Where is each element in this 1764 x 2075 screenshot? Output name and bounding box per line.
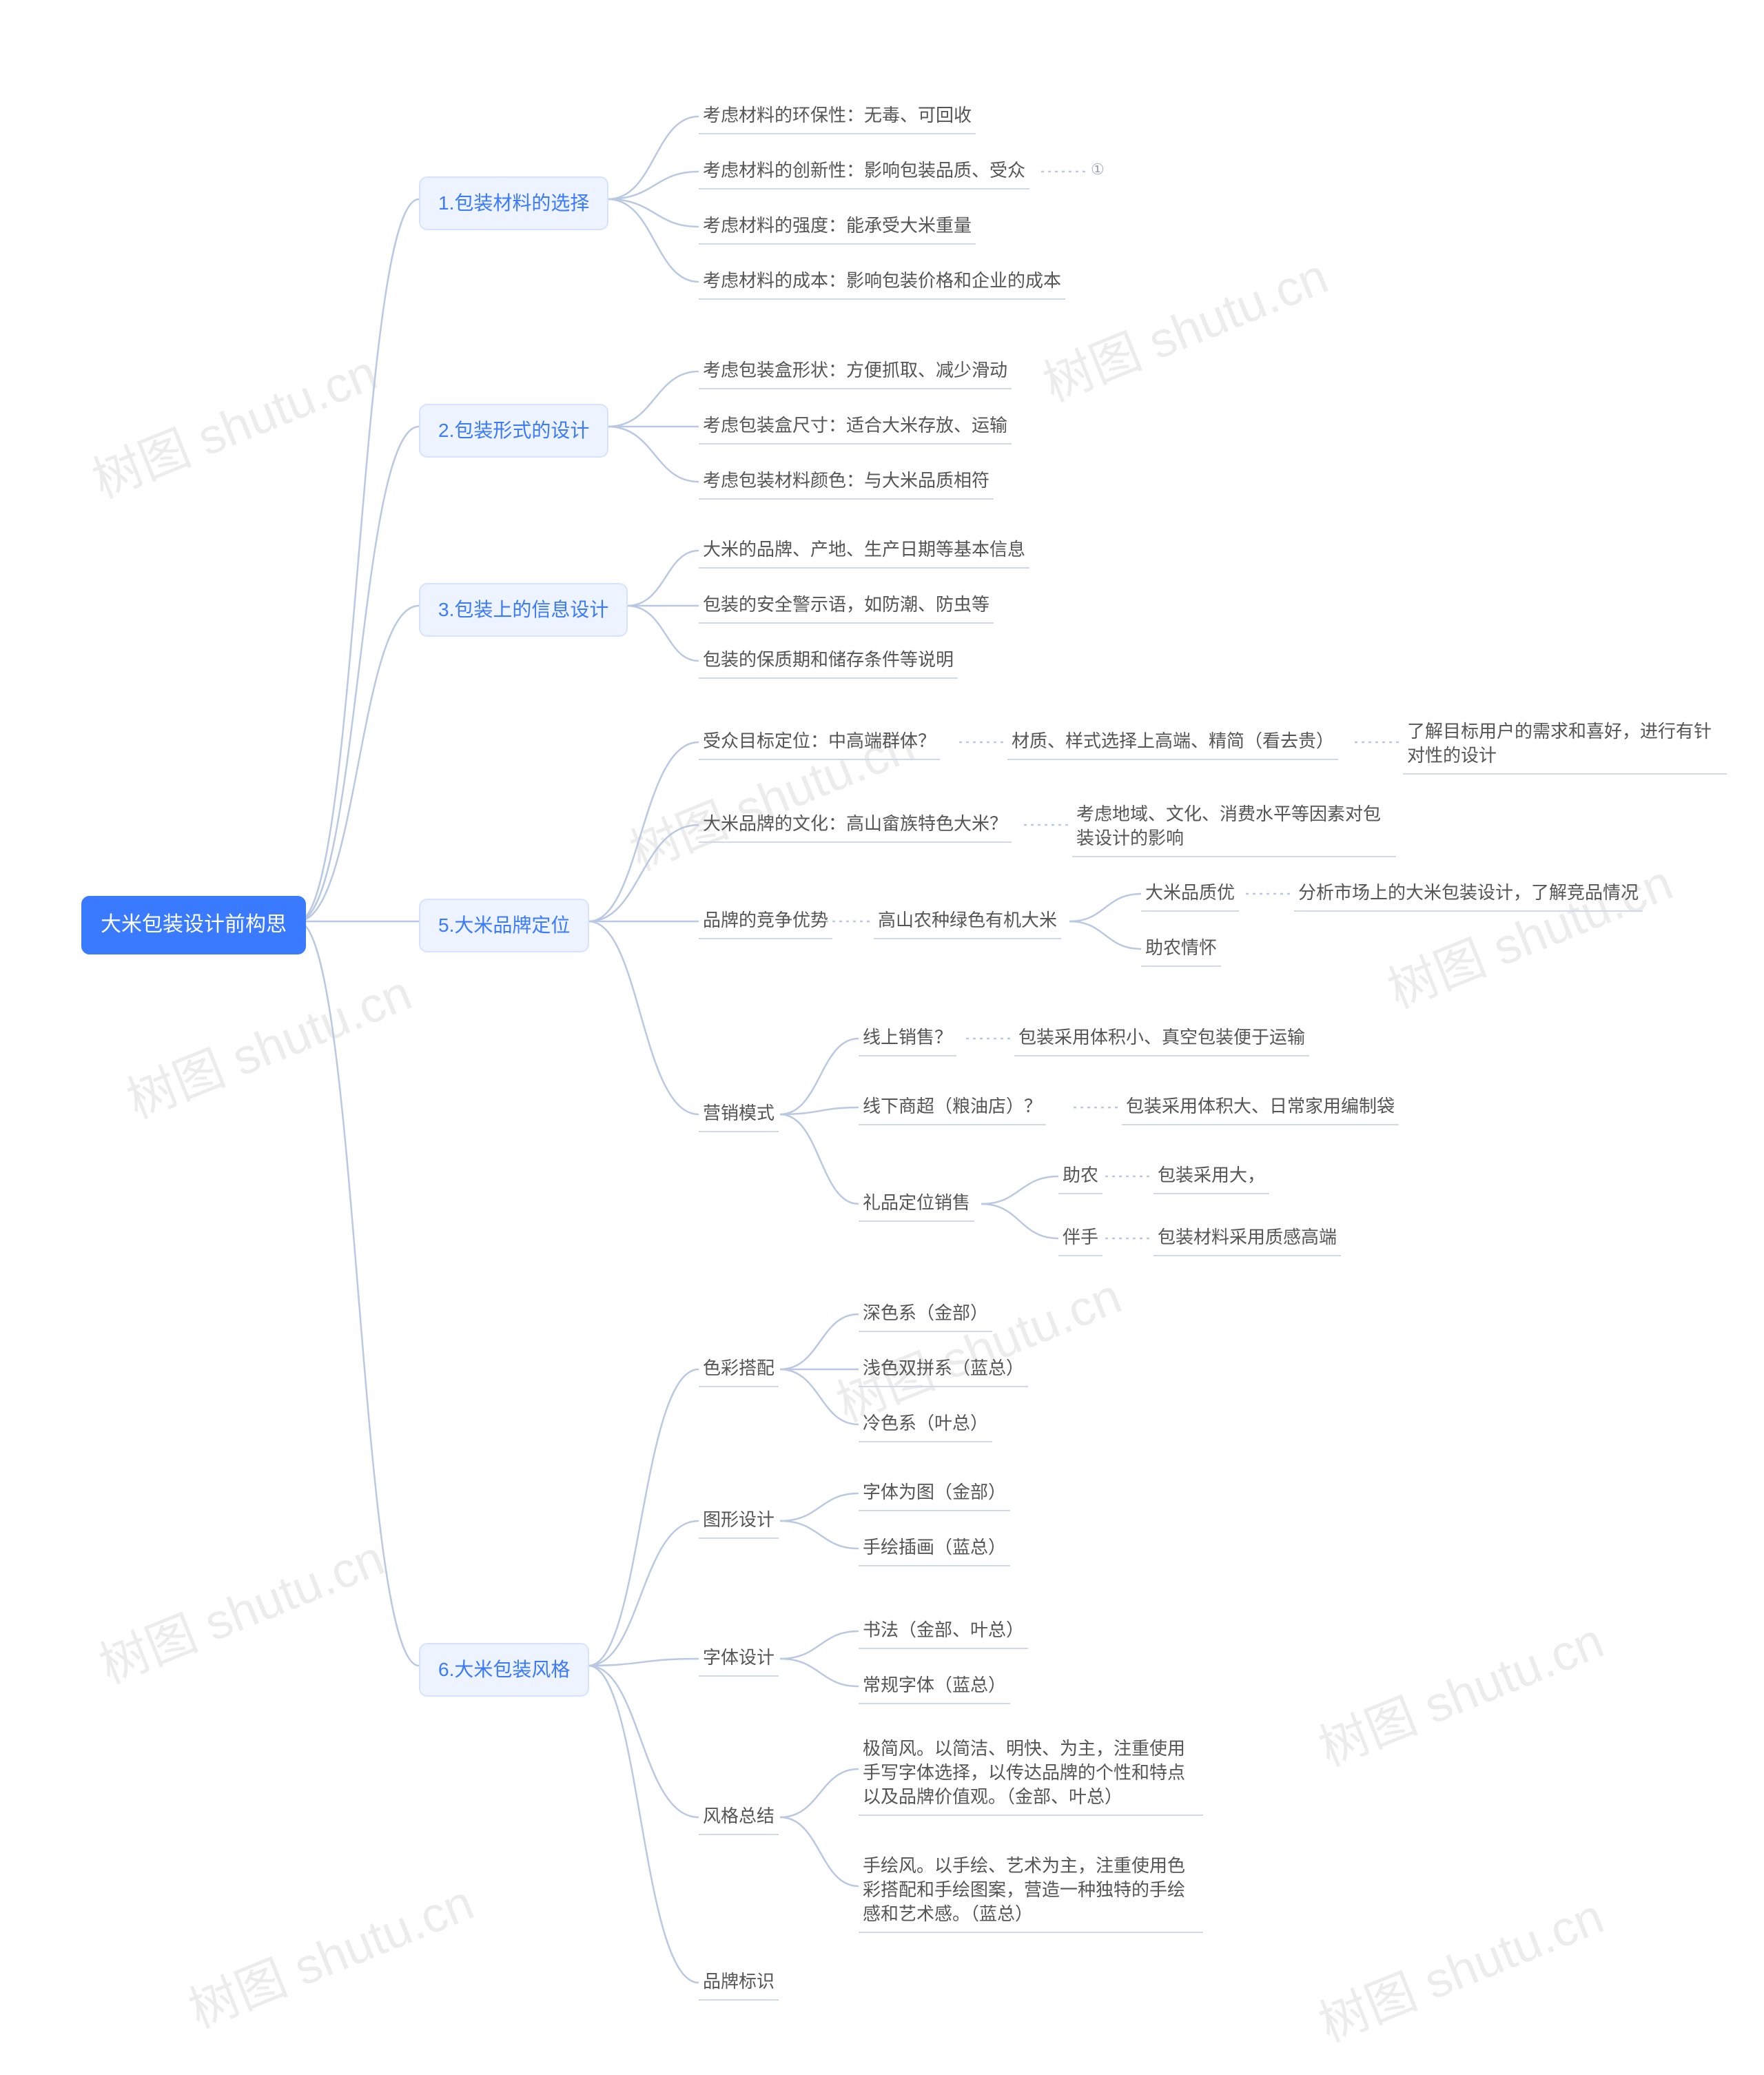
branch-2[interactable]: 2.包装形式的设计 [419,404,608,458]
leaf-b6a2[interactable]: 浅色双拼系（蓝总） [859,1353,1028,1387]
leaf-b6a3[interactable]: 冷色系（叶总） [859,1409,992,1442]
leaf-b2b[interactable]: 考虑包装盒尺寸：适合大米存放、运输 [699,411,1012,444]
leaf-b5c1a1[interactable]: 分析市场上的大米包装设计，了解竞品情况 [1294,878,1643,912]
leaf-b5d2a[interactable]: 包装采用体积大、日常家用编制袋 [1122,1092,1399,1125]
watermark: 树图 shutu.cn [80,332,386,512]
node-b5d3a[interactable]: 助农 [1058,1161,1102,1194]
leaf-b6a1[interactable]: 深色系（金部） [859,1298,992,1332]
node-b6c[interactable]: 字体设计 [699,1643,779,1677]
branch-5[interactable]: 5.大米品牌定位 [419,899,589,952]
watermark: 树图 shutu.cn [1306,1876,1612,2056]
leaf-b5d3a1[interactable]: 包装采用大， [1153,1161,1269,1194]
branch-1[interactable]: 1.包装材料的选择 [419,176,608,230]
node-b5a[interactable]: 受众目标定位：中高端群体？ [699,726,940,760]
node-b5c1b[interactable]: 助农情怀 [1141,933,1221,967]
leaf-b5a2[interactable]: 了解目标用户的需求和喜好，进行有针对性的设计 [1403,717,1727,775]
branch-3[interactable]: 3.包装上的信息设计 [419,583,628,637]
node-b6b[interactable]: 图形设计 [699,1505,779,1539]
node-b5d[interactable]: 营销模式 [699,1098,779,1132]
mindmap-canvas: 树图 shutu.cn 树图 shutu.cn 树图 shutu.cn 树图 s… [0,0,1764,2075]
leaf-b5d3b1[interactable]: 包装材料采用质感高端 [1153,1223,1341,1256]
leaf-b6b2[interactable]: 手绘插画（蓝总） [859,1533,1010,1566]
watermark: 树图 shutu.cn [114,952,420,1132]
node-b6a[interactable]: 色彩搭配 [699,1353,779,1387]
leaf-b6d2[interactable]: 手绘风。以手绘、艺术为主，注重使用色彩搭配和手绘图案，营造一种独特的手绘感和艺术… [859,1851,1203,1933]
leaf-b5d1a[interactable]: 包装采用体积小、真空包装便于运输 [1014,1023,1309,1056]
node-b5d2[interactable]: 线下商超（粮油店）？ [859,1092,1046,1125]
leaf-b6b1[interactable]: 字体为图（金部） [859,1478,1010,1511]
watermark: 树图 shutu.cn [176,1862,482,2042]
leaf-b6c2[interactable]: 常规字体（蓝总） [859,1670,1010,1704]
leaf-b5b1[interactable]: 考虑地域、文化、消费水平等因素对包装设计的影响 [1072,799,1396,857]
annotation-badge: ① [1091,161,1105,178]
watermark: 树图 shutu.cn [1375,842,1681,1022]
leaf-b6d1[interactable]: 极简风。以简洁、明快、为主，注重使用手写字体选择，以传达品牌的个性和特点以及品牌… [859,1734,1203,1816]
watermark: 树图 shutu.cn [1306,1600,1612,1780]
node-b6d[interactable]: 风格总结 [699,1801,779,1835]
node-b6e[interactable]: 品牌标识 [699,1967,779,2001]
root-node[interactable]: 大米包装设计前构思 [81,896,306,954]
node-b5d1[interactable]: 线上销售？ [859,1023,956,1056]
leaf-b6c1[interactable]: 书法（金部、叶总） [859,1615,1028,1649]
watermark: 树图 shutu.cn [87,1517,393,1697]
node-b5c[interactable]: 品牌的竞争优势 [699,906,832,939]
leaf-b1d[interactable]: 考虑材料的成本：影响包装价格和企业的成本 [699,266,1065,300]
watermark: 树图 shutu.cn [1031,236,1337,416]
leaf-b1a[interactable]: 考虑材料的环保性：无毒、可回收 [699,101,976,134]
leaf-b2a[interactable]: 考虑包装盒形状：方便抓取、减少滑动 [699,356,1012,389]
leaf-b3b[interactable]: 包装的安全警示语，如防潮、防虫等 [699,590,994,624]
leaf-b3c[interactable]: 包装的保质期和储存条件等说明 [699,645,958,679]
leaf-b1c[interactable]: 考虑材料的强度：能承受大米重量 [699,211,976,245]
node-b5c1a[interactable]: 大米品质优 [1141,878,1239,912]
node-b5d3[interactable]: 礼品定位销售 [859,1188,974,1222]
leaf-b5a1[interactable]: 材质、样式选择上高端、精简（看去贵） [1007,726,1338,760]
node-b5b[interactable]: 大米品牌的文化：高山畲族特色大米？ [699,809,1012,843]
leaf-b2c[interactable]: 考虑包装材料颜色：与大米品质相符 [699,466,994,500]
branch-6[interactable]: 6.大米包装风格 [419,1643,589,1697]
node-b5d3b[interactable]: 伴手 [1058,1223,1102,1256]
leaf-b1b[interactable]: 考虑材料的创新性：影响包装品质、受众 [699,156,1029,190]
leaf-b3a[interactable]: 大米的品牌、产地、生产日期等基本信息 [699,535,1029,569]
node-b5c1[interactable]: 高山农种绿色有机大米 [874,906,1061,939]
